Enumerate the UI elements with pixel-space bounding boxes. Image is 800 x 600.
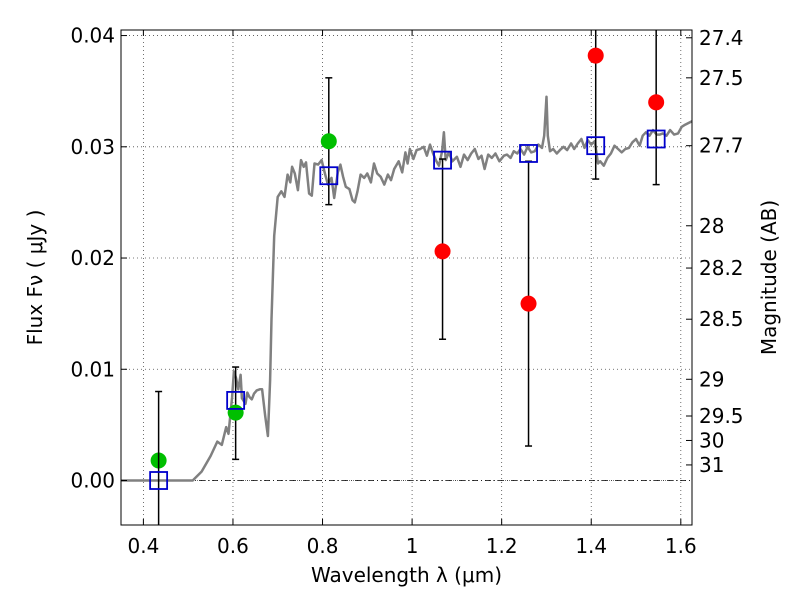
data-point [520,295,537,312]
plot-frame [120,29,693,526]
y-tick-label: 0.02 [70,246,115,270]
right-tick-label: 27.7 [699,134,744,158]
data-point [587,47,604,64]
x-tick-label: 1.2 [486,534,518,558]
x-axis: 0.4 0.6 0.8 1 1.2 1.4 1.6 [127,30,697,558]
model-spectrum-line [121,95,693,482]
data-point [434,243,451,260]
right-tick-label: 28 [699,214,724,238]
data-point [319,166,339,186]
y-axis-right-label: Magnitude (AB) [757,200,781,355]
data-point [227,404,244,421]
y-axis-label: Flux Fν ( μJy ) [23,210,47,346]
x-tick-label: 1.4 [575,534,607,558]
right-tick-label: 27.4 [699,26,744,50]
right-tick-label: 30 [699,428,724,452]
right-tick-label: 29 [699,367,724,391]
grid [121,30,692,525]
data-point [646,129,666,149]
x-tick-label: 1 [406,534,419,558]
y-tick-label: 0.04 [70,24,115,48]
right-tick-label: 28.2 [699,256,744,280]
series-layer [121,30,693,525]
series-1 [150,77,337,469]
x-tick-label: 1.6 [665,534,697,558]
data-point [586,136,606,156]
x-tick-label: 0.8 [307,534,339,558]
data-point [648,94,665,111]
y-tick-label: 0.03 [70,135,115,159]
right-tick-label: 31 [699,453,724,477]
data-point [226,391,246,410]
y-tick-label: 0.00 [70,469,115,493]
y-axis-left: 0.00 0.01 0.02 0.03 0.04 [70,24,127,493]
data-point [149,471,169,490]
x-axis-label: Wavelength λ (μm) [311,563,502,587]
right-tick-label: 29.5 [699,404,744,428]
y-tick-label: 0.01 [70,357,115,381]
x-tick-label: 0.4 [127,534,159,558]
right-tick-label: 27.5 [699,66,744,90]
series-2 [434,30,665,447]
series-3 [149,129,666,525]
data-point [433,150,452,170]
data-point [519,144,538,163]
right-tick-label: 28.5 [699,307,744,331]
data-point [320,133,337,150]
x-tick-label: 0.6 [217,534,249,558]
